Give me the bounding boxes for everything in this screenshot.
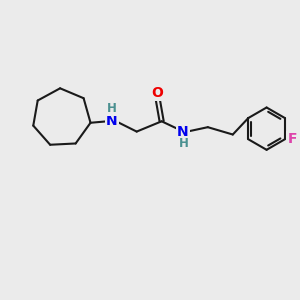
Text: O: O [151,86,163,100]
Text: F: F [287,132,297,146]
Text: H: H [178,137,188,150]
Text: N: N [177,124,189,139]
Text: N: N [106,114,118,128]
Text: H: H [107,103,117,116]
